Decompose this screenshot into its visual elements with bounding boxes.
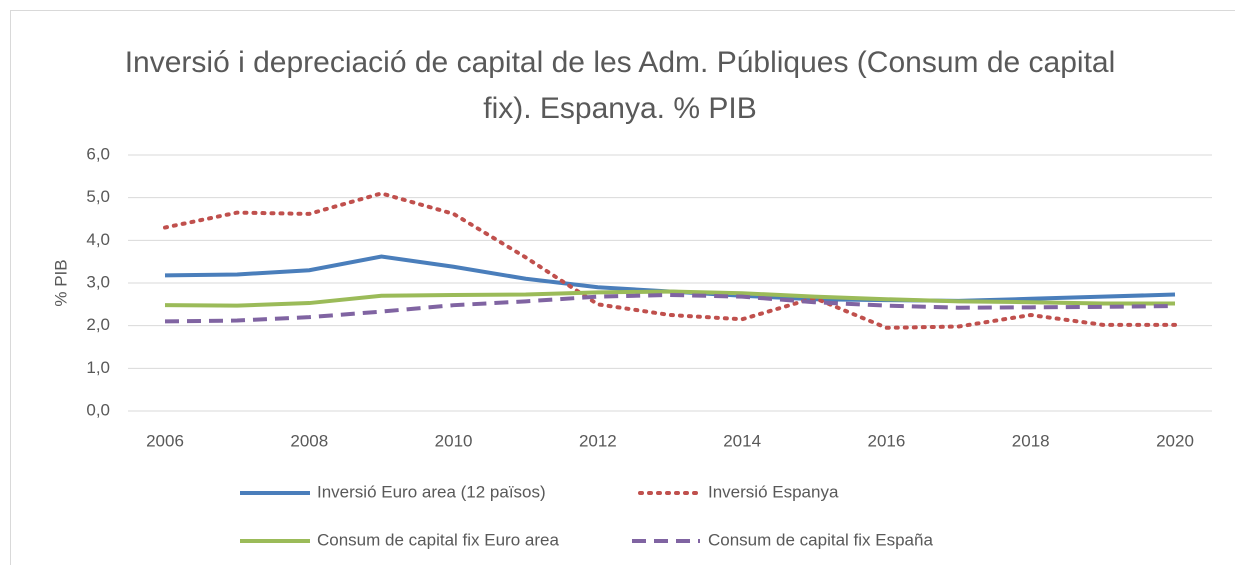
y-tick-label: 4,0 xyxy=(86,230,110,249)
y-tick-label: 6,0 xyxy=(86,144,110,163)
legend-label: Inversió Espanya xyxy=(708,482,839,501)
series-line xyxy=(164,254,1176,303)
series-line xyxy=(164,292,1176,324)
legend-label: Consum de capital fix Euro area xyxy=(317,530,559,549)
legend-label: Consum de capital fix España xyxy=(708,530,933,549)
series-line xyxy=(163,191,1177,330)
x-tick-label: 2014 xyxy=(723,431,761,450)
legend-label: Inversió Euro area (12 països) xyxy=(317,482,546,501)
y-tick-label: 5,0 xyxy=(86,187,110,206)
y-axis-label: % PIB xyxy=(51,259,70,306)
x-tick-label: 2012 xyxy=(579,431,617,450)
x-tick-label: 2010 xyxy=(435,431,473,450)
y-tick-label: 3,0 xyxy=(86,272,110,291)
y-tick-label: 1,0 xyxy=(86,358,110,377)
x-tick-label: 2008 xyxy=(290,431,328,450)
series-line xyxy=(164,289,1175,308)
chart-title: Inversió i depreciació de capital de les… xyxy=(124,46,1116,125)
y-tick-label: 2,0 xyxy=(86,315,110,334)
y-tick-label: 0,0 xyxy=(86,400,110,419)
chart-border xyxy=(10,10,1235,565)
x-tick-label: 2006 xyxy=(146,431,184,450)
x-tick-label: 2020 xyxy=(1156,431,1194,450)
x-tick-label: 2016 xyxy=(868,431,906,450)
x-tick-label: 2018 xyxy=(1012,431,1050,450)
